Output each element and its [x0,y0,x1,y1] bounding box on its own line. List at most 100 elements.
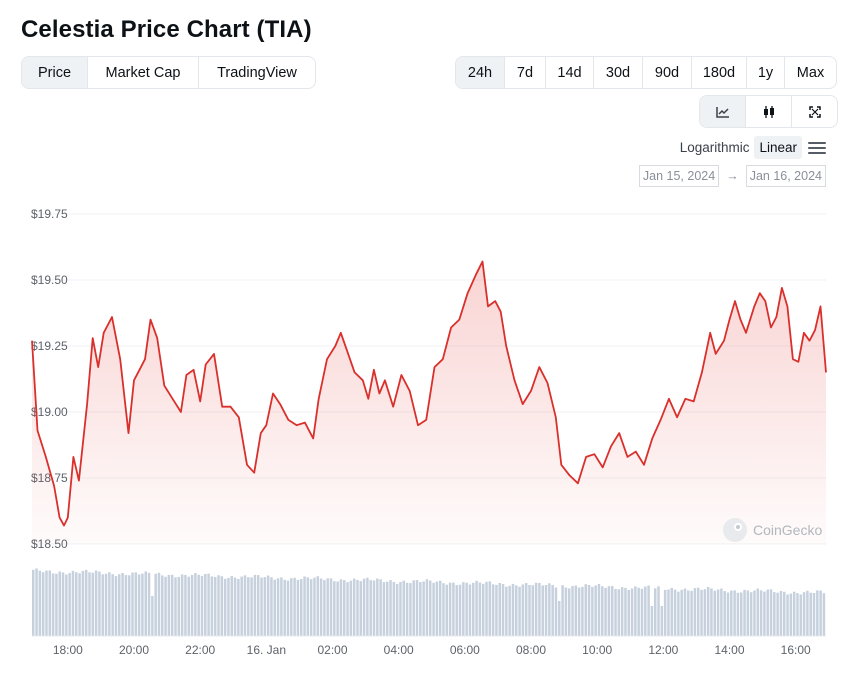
volume-bar [356,580,359,636]
scale-logarithmic[interactable]: Logarithmic [679,140,750,155]
tab-price[interactable]: Price [22,57,88,88]
date-arrow: → [726,169,739,183]
volume-bar [164,576,167,636]
volume-bar [663,589,667,636]
volume-bar [419,582,422,636]
volume-bar [250,577,253,636]
x-tick-label: 10:00 [582,643,612,657]
volume-bar [617,589,621,636]
volume-bar [796,593,799,636]
volume-bar [630,588,634,636]
volume-bar [200,576,204,636]
volume-bar [647,585,650,636]
range-1y[interactable]: 1y [747,57,785,88]
range-180d[interactable]: 180d [692,57,747,88]
volume-bar [290,578,293,636]
volume-bar [452,582,455,636]
range-tabs: 24h 7d 14d 30d 90d 180d 1y Max [455,56,837,89]
volume-bar [670,587,674,636]
volume-bar [240,576,243,636]
volume-bar [713,590,717,636]
chart-type-tools [699,95,838,128]
range-30d[interactable]: 30d [594,57,643,88]
volume-bar [151,596,154,636]
volume-bar [154,573,157,636]
volume-bar [187,576,190,636]
tab-tradingview[interactable]: TradingView [217,64,297,81]
volume-bar [376,578,379,636]
volume-bar [763,591,766,636]
range-90d[interactable]: 90d [643,57,692,88]
volume-bar [458,584,462,636]
range-14d[interactable]: 14d [546,57,594,88]
volume-bar [194,573,197,636]
volume-bar [118,574,121,636]
volume-bar [581,586,584,636]
volume-bar [594,585,597,636]
volume-bar [65,574,68,636]
volume-bar [91,572,95,636]
candlestick-button[interactable] [746,96,792,127]
volume-bar [41,572,45,636]
view-tabs: Price Market Cap TradingView [21,56,316,89]
line-chart-button[interactable] [700,96,746,127]
volume-bar [382,582,386,636]
volume-bar [144,571,147,636]
volume-bar [114,576,118,636]
volume-bar [753,590,756,636]
volume-bar [723,591,726,636]
volume-bar [773,592,776,636]
volume-bar [366,577,369,636]
volume-bar [207,573,210,636]
volume-bar [515,585,518,636]
volume-bar [313,577,316,636]
volume-bar [653,588,657,636]
hamburger-menu-icon[interactable] [808,141,826,154]
volume-bar [333,581,336,636]
volume-bar [746,590,750,636]
fullscreen-icon [808,105,821,118]
volume-bar [673,589,677,636]
volume-bar [667,589,670,636]
range-24h[interactable]: 24h [456,57,505,88]
volume-bar [352,578,356,636]
date-from-input[interactable]: Jan 15, 2024 [638,165,720,187]
volume-bar [577,587,581,636]
volume-bar [326,578,329,636]
x-tick-label: 18:00 [53,643,83,657]
volume-bar [177,576,181,636]
volume-bar [157,572,161,636]
range-max[interactable]: Max [796,64,825,81]
scale-linear[interactable]: Linear [754,136,802,159]
volume-bar [812,593,816,636]
volume-bar [32,569,35,636]
range-7d[interactable]: 7d [505,57,546,88]
volume-bar [782,591,786,636]
volume-bar [660,606,664,636]
volume-bar [799,594,803,636]
volume-bar [511,583,515,636]
line-chart-icon [715,106,729,118]
volume-bar [561,585,564,636]
scale-toggle: Logarithmic Linear [675,136,826,159]
volume-bar [247,577,250,636]
volume-bar [359,581,363,636]
volume-bar [51,573,55,636]
fullscreen-button[interactable] [792,96,837,127]
volume-bar [45,570,48,636]
volume-bar [167,574,171,636]
volume-bar [98,571,101,636]
tab-market-cap[interactable]: Market Cap [88,57,199,88]
watermark-text: CoinGecko [753,522,822,538]
volume-bar [551,585,554,636]
volume-bar [134,572,138,636]
y-tick-label: $19.00 [31,405,68,419]
x-tick-label: 02:00 [317,643,347,657]
volume-bar [789,593,793,636]
price-line [31,260,827,527]
date-to-input[interactable]: Jan 16, 2024 [745,165,826,187]
volume-bar [399,582,402,636]
volume-bar [233,577,237,636]
volume-bar [137,574,141,636]
volume-bar [478,582,482,636]
